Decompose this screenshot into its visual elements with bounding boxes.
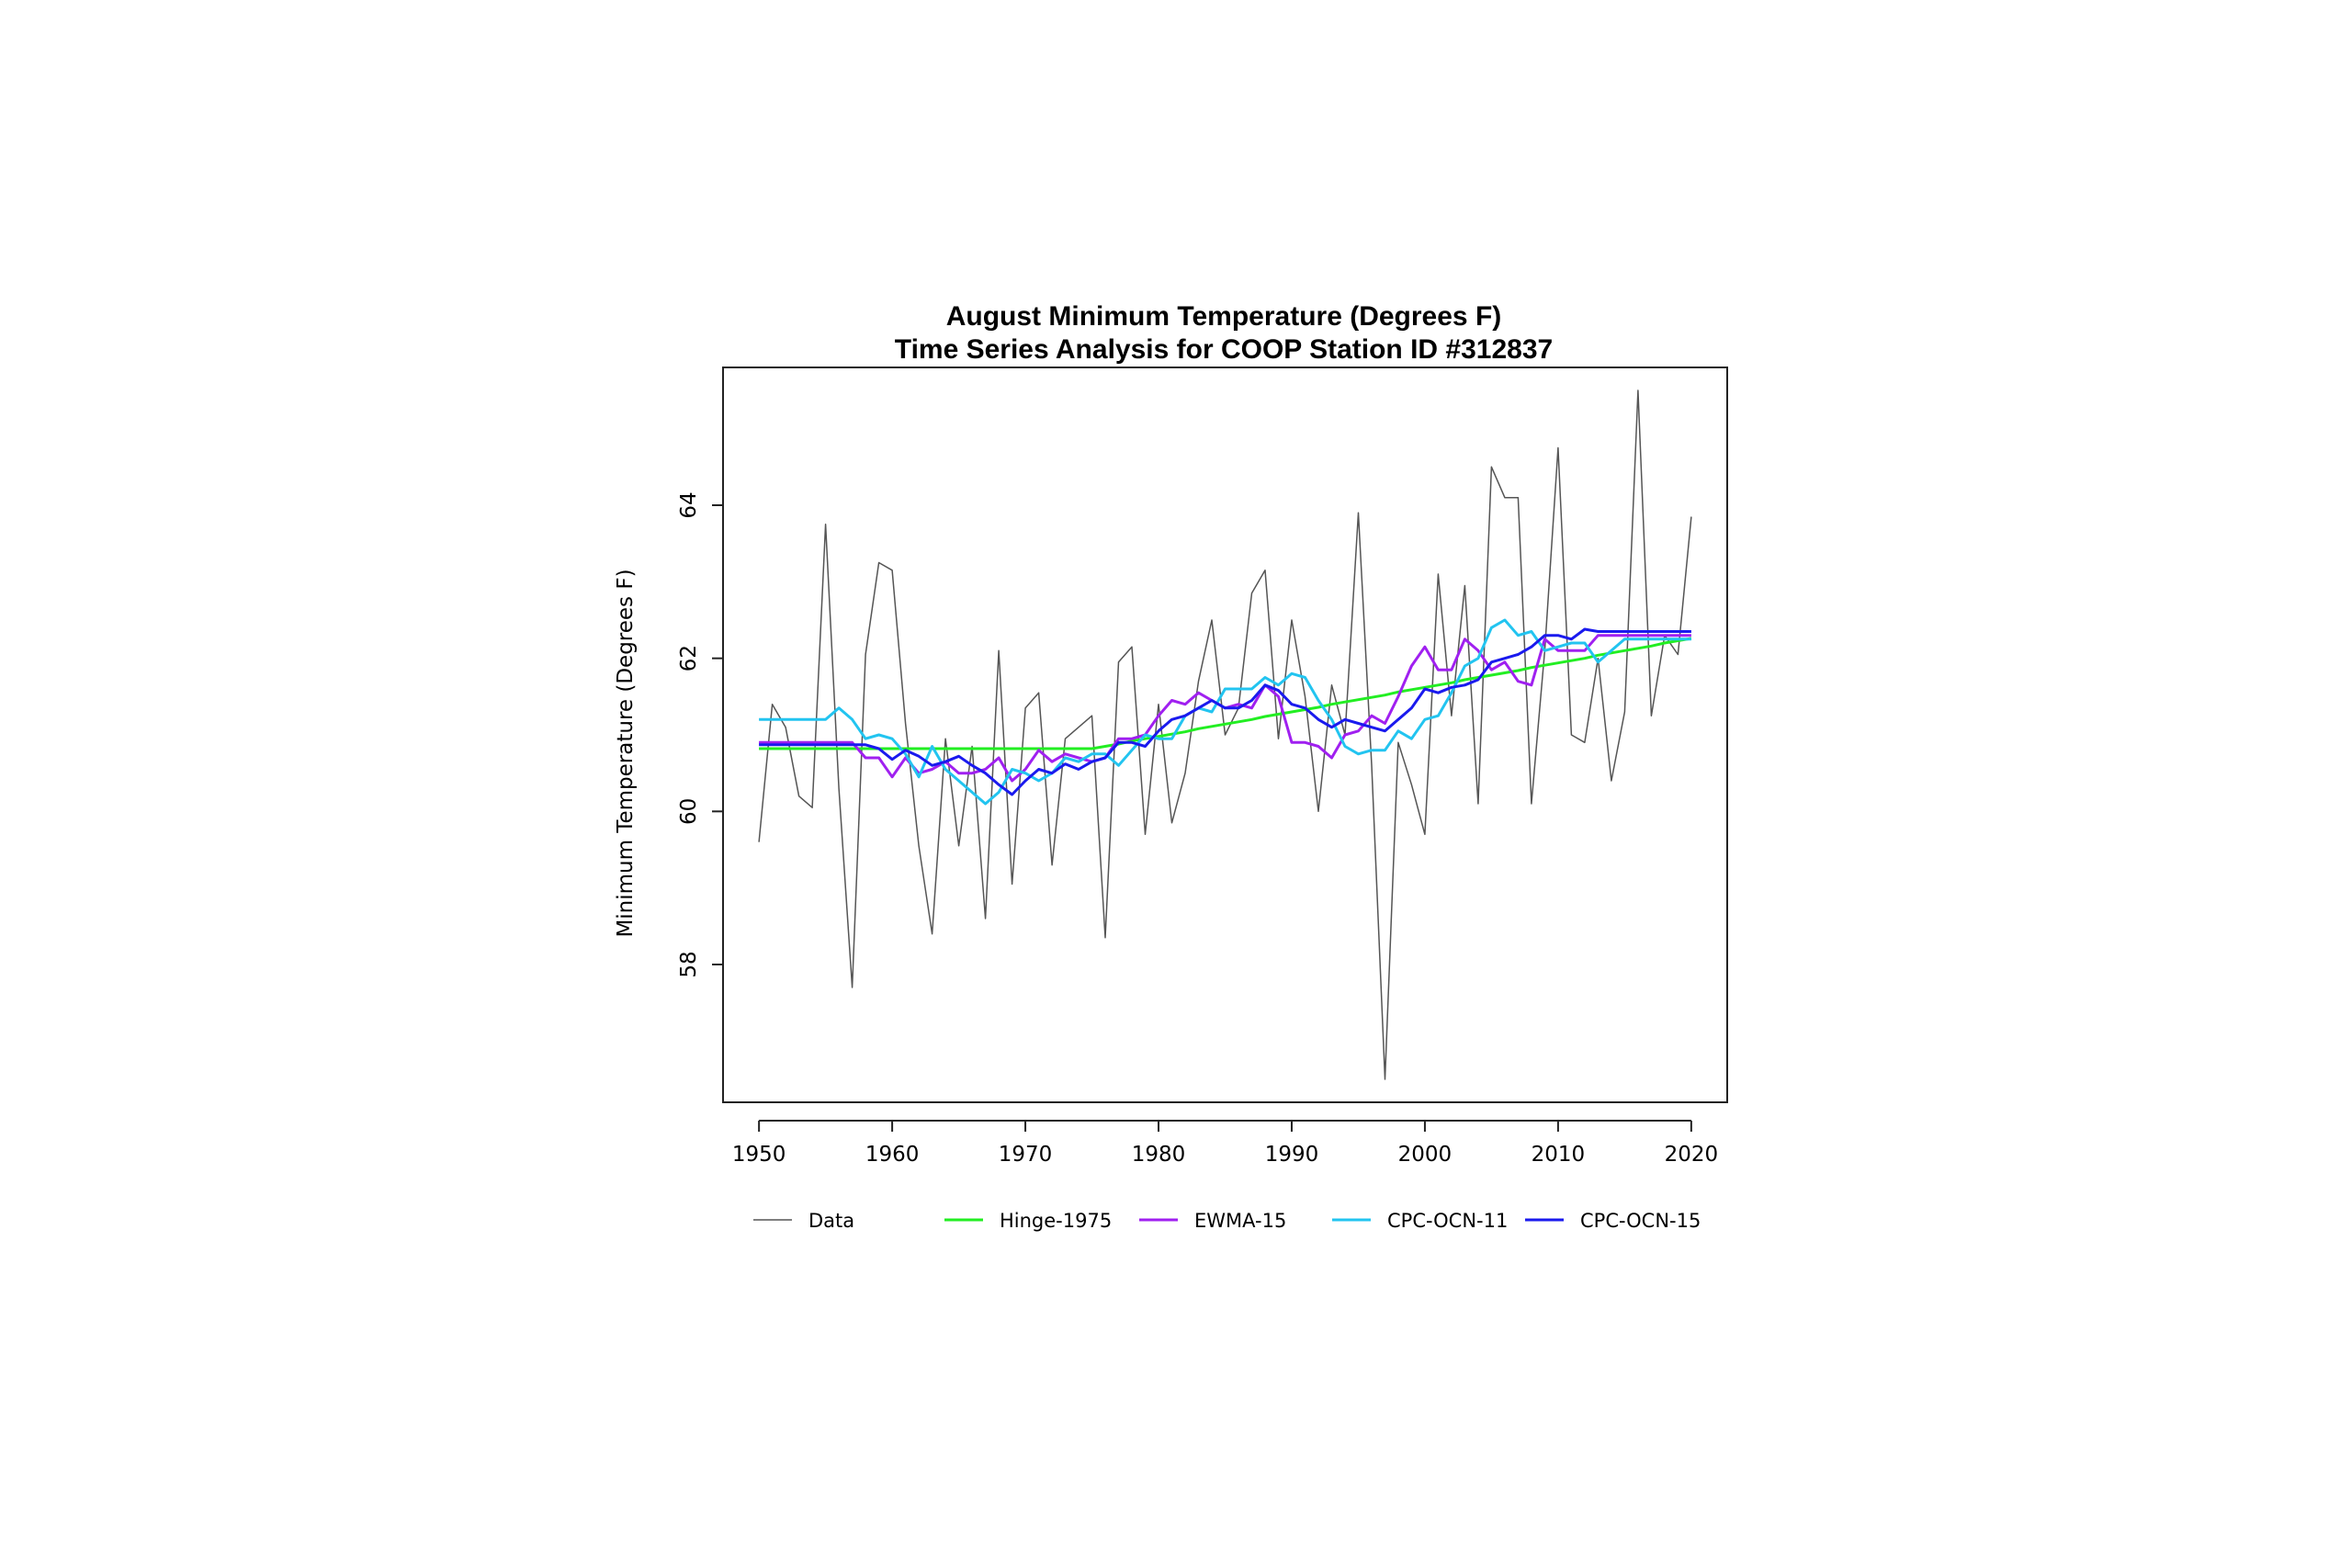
chart-title: August Minimum Temperature (Degrees F) xyxy=(946,301,1502,332)
x-axis: 1950 1960 1970 1980 1990 2000 2010 2020 xyxy=(732,1120,1719,1167)
x-tick-label: 2020 xyxy=(1665,1143,1719,1167)
x-tick-label: 1950 xyxy=(732,1143,786,1167)
y-axis: 58 60 62 64 xyxy=(677,491,724,978)
x-tick-label: 1990 xyxy=(1265,1143,1319,1167)
y-tick-label: 60 xyxy=(677,798,701,825)
legend-label-hinge-1975: Hinge-1975 xyxy=(1000,1210,1112,1232)
chart-subtitle: Time Series Analysis for COOP Station ID… xyxy=(895,334,1553,365)
legend-label-cpc-ocn-15: CPC-OCN-15 xyxy=(1580,1210,1701,1232)
x-tick-label: 2000 xyxy=(1398,1143,1453,1167)
y-tick-label: 64 xyxy=(677,491,701,518)
x-tick-label: 1970 xyxy=(999,1143,1053,1167)
x-tick-label: 1960 xyxy=(865,1143,920,1167)
legend-label-data: Data xyxy=(808,1210,854,1232)
legend: Data Hinge-1975 EWMA-15 CPC-OCN-11 CPC-OCN-1… xyxy=(753,1210,1701,1232)
series-line-cpc-ocn-15 xyxy=(759,627,1691,796)
y-tick-label: 62 xyxy=(677,645,701,671)
legend-label-cpc-ocn-11: CPC-OCN-11 xyxy=(1387,1210,1508,1232)
y-axis-label: Minimum Temperature (Degrees F) xyxy=(614,569,638,937)
plot-area xyxy=(758,389,1692,1080)
series-line-data xyxy=(758,389,1692,1080)
legend-label-ewma-15: EWMA-15 xyxy=(1194,1210,1286,1232)
x-tick-label: 2010 xyxy=(1532,1143,1586,1167)
y-tick-label: 58 xyxy=(677,951,701,977)
x-tick-label: 1980 xyxy=(1132,1143,1186,1167)
series-line-cpc-ocn-11 xyxy=(759,618,1691,806)
